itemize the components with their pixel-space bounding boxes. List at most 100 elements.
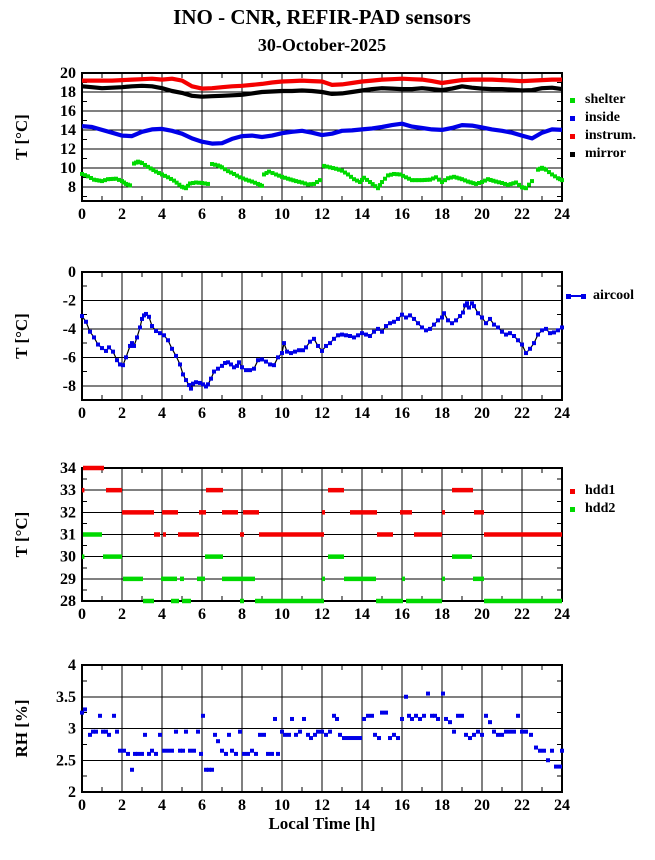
- svg-text:12: 12: [314, 606, 330, 623]
- svg-text:8: 8: [238, 606, 246, 623]
- svg-text:31: 31: [60, 527, 76, 544]
- svg-text:3: 3: [68, 721, 76, 738]
- svg-text:18: 18: [60, 84, 76, 101]
- svg-text:10: 10: [60, 160, 76, 177]
- svg-text:8: 8: [238, 206, 246, 223]
- svg-text:0: 0: [78, 206, 86, 223]
- svg-text:20: 20: [60, 65, 76, 82]
- svg-text:RH [%]: RH [%]: [12, 699, 31, 757]
- svg-text:0: 0: [78, 797, 86, 814]
- svg-text:28: 28: [60, 593, 76, 610]
- inside-marker-icon: [570, 115, 575, 121]
- svg-text:24: 24: [554, 206, 570, 223]
- svg-text:16: 16: [394, 797, 410, 814]
- svg-text:6: 6: [198, 405, 206, 422]
- svg-text:2: 2: [118, 206, 126, 223]
- panel-2: 0 2 4 6 8 10 12 14 16 18 20 22 240-2-4-6-8T [°C]: [12, 264, 570, 422]
- legend-label-aircool: aircool: [593, 288, 634, 303]
- svg-text:20: 20: [474, 606, 490, 623]
- legend-label-inside: inside: [585, 110, 621, 125]
- svg-text:20: 20: [474, 797, 490, 814]
- aircool-line-marker-icon: [566, 293, 586, 299]
- chart-date-subtitle: 30-October-2025: [257, 35, 387, 55]
- svg-text:30: 30: [60, 549, 76, 566]
- legend-item-mirror: mirror: [570, 145, 636, 163]
- svg-text:12: 12: [314, 797, 330, 814]
- legend-panel1: shelter inside instrum. mirror: [570, 91, 636, 163]
- series-hdd1: [82, 465, 562, 537]
- svg-text:24: 24: [554, 797, 570, 814]
- legend-label-instrum: instrum.: [585, 128, 636, 143]
- series-mirror: [81, 83, 563, 99]
- legend-item-shelter: shelter: [570, 91, 636, 109]
- svg-text:14: 14: [354, 797, 370, 814]
- svg-text:10: 10: [274, 405, 290, 422]
- svg-text:-6: -6: [63, 349, 76, 366]
- svg-text:3.5: 3.5: [56, 689, 76, 706]
- svg-text:12: 12: [314, 405, 330, 422]
- svg-text:2: 2: [118, 405, 126, 422]
- svg-text:2.5: 2.5: [56, 752, 76, 769]
- svg-text:20: 20: [474, 206, 490, 223]
- svg-text:18: 18: [434, 797, 450, 814]
- series-inside: [81, 121, 563, 146]
- legend-label-shelter: shelter: [585, 92, 626, 107]
- svg-text:24: 24: [554, 606, 570, 623]
- series-instrum.: [82, 76, 562, 91]
- legend-item-instrum: instrum.: [570, 127, 636, 145]
- svg-text:12: 12: [60, 141, 76, 158]
- legend-item-aircool: aircool: [566, 287, 634, 305]
- svg-text:8: 8: [68, 179, 76, 196]
- svg-text:2: 2: [118, 606, 126, 623]
- svg-text:32: 32: [60, 504, 76, 521]
- x-axis-title: Local Time [h]: [268, 814, 376, 833]
- svg-text:0: 0: [68, 264, 76, 281]
- svg-text:24: 24: [554, 405, 570, 422]
- svg-text:0: 0: [78, 606, 86, 623]
- svg-text:10: 10: [274, 797, 290, 814]
- svg-text:33: 33: [60, 482, 76, 499]
- legend-item-hdd1: hdd1: [570, 482, 615, 500]
- aircool-marker-left: [566, 293, 571, 299]
- svg-text:6: 6: [198, 606, 206, 623]
- svg-text:12: 12: [314, 206, 330, 223]
- mirror-marker-icon: [570, 151, 575, 157]
- svg-text:8: 8: [238, 405, 246, 422]
- chart-title: INO - CNR, REFIR-PAD sensors: [173, 5, 471, 29]
- svg-text:14: 14: [354, 606, 370, 623]
- svg-text:2: 2: [118, 797, 126, 814]
- svg-text:22: 22: [514, 606, 530, 623]
- series-aircool: [80, 301, 564, 391]
- hdd2-marker-icon: [570, 506, 575, 512]
- svg-text:4: 4: [158, 797, 166, 814]
- svg-text:14: 14: [354, 206, 370, 223]
- svg-text:10: 10: [274, 606, 290, 623]
- svg-text:18: 18: [434, 206, 450, 223]
- svg-text:16: 16: [60, 103, 76, 120]
- svg-text:8: 8: [238, 797, 246, 814]
- svg-text:T [°C]: T [°C]: [12, 114, 31, 160]
- svg-text:-4: -4: [63, 321, 76, 338]
- series-shelter: [80, 159, 564, 191]
- svg-text:-2: -2: [63, 292, 76, 309]
- series-hdd2: [82, 532, 562, 604]
- aircool-marker-right: [581, 293, 586, 299]
- svg-text:16: 16: [394, 405, 410, 422]
- legend-label-hdd1: hdd1: [585, 483, 616, 498]
- svg-text:18: 18: [434, 606, 450, 623]
- svg-text:20: 20: [474, 405, 490, 422]
- legend-panel2: aircool: [566, 287, 634, 305]
- shelter-marker-icon: [570, 97, 575, 103]
- svg-text:18: 18: [434, 405, 450, 422]
- svg-text:-8: -8: [63, 378, 76, 395]
- svg-text:14: 14: [60, 122, 76, 139]
- svg-text:4: 4: [158, 405, 166, 422]
- instrum-marker-icon: [570, 133, 575, 139]
- svg-text:4: 4: [158, 606, 166, 623]
- hdd1-marker-icon: [570, 488, 575, 494]
- svg-text:34: 34: [60, 460, 76, 477]
- svg-text:29: 29: [60, 571, 76, 588]
